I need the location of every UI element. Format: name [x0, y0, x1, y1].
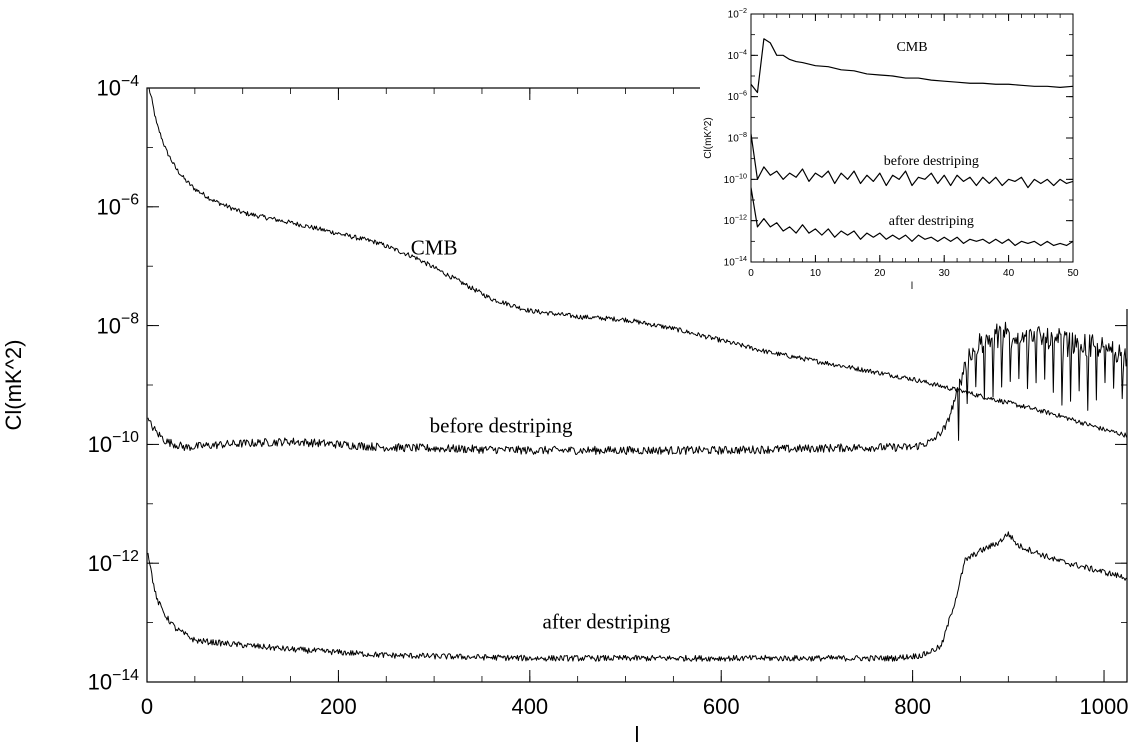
y-tick-label: 10−6 — [96, 192, 139, 220]
y-axis-title: Cl(mK^2) — [703, 117, 714, 158]
x-tick-label: 20 — [874, 268, 886, 279]
y-tick-label: 10−14 — [724, 254, 747, 269]
series-annotation: CMB — [411, 235, 458, 259]
y-tick-label: 10−4 — [728, 47, 747, 62]
y-tick-label: 10−10 — [724, 171, 747, 186]
y-tick-label: 10−8 — [96, 310, 139, 338]
series-annotation: before destriping — [884, 154, 979, 169]
y-tick-label: 10−4 — [96, 73, 139, 101]
series-annotation: after destriping — [889, 214, 974, 229]
y-tick-label: 10−6 — [728, 89, 747, 104]
x-tick-label: 30 — [939, 268, 951, 279]
x-tick-label: 800 — [894, 694, 931, 719]
series-annotation: after destriping — [543, 610, 671, 634]
x-axis-title: l — [911, 281, 913, 292]
y-tick-label: 10−12 — [88, 548, 139, 576]
y-tick-label: 10−8 — [728, 130, 747, 145]
x-tick-label: 400 — [511, 694, 548, 719]
series-line-before — [751, 133, 1073, 189]
series-line-after — [147, 531, 1127, 662]
x-tick-label: 1000 — [1080, 694, 1129, 719]
x-tick-label: 600 — [703, 694, 740, 719]
series-annotation: CMB — [896, 40, 927, 55]
series-line-after — [751, 187, 1073, 247]
y-tick-label: 10−2 — [728, 6, 747, 21]
series-line-before — [147, 321, 1127, 455]
main-chart: 0 200 400 600 800 100010−410−610−810−1010−121… — [1, 73, 1129, 747]
y-tick-label: 10−10 — [88, 429, 140, 457]
series-line-cmb — [751, 38, 1073, 94]
x-tick-label: 200 — [320, 694, 357, 719]
y-tick-label: 10−14 — [88, 667, 140, 695]
inset-chart: 0 10 20 30 40 50 10−2 10−4 10−6 10−8 10−10 10−12 10−… — [700, 4, 1130, 309]
x-axis-title: l — [635, 722, 640, 747]
y-axis-title: Cl(mK^2) — [1, 340, 26, 431]
series-annotation: before destriping — [430, 414, 573, 438]
y-tick-label: 10−12 — [724, 213, 747, 228]
series-line-cmb — [148, 88, 1127, 438]
x-tick-label: 0 — [748, 268, 754, 279]
x-tick-label: 10 — [810, 268, 822, 279]
x-tick-label: 40 — [1003, 268, 1015, 279]
x-tick-label: 50 — [1067, 268, 1079, 279]
x-tick-label: 0 — [141, 694, 153, 719]
